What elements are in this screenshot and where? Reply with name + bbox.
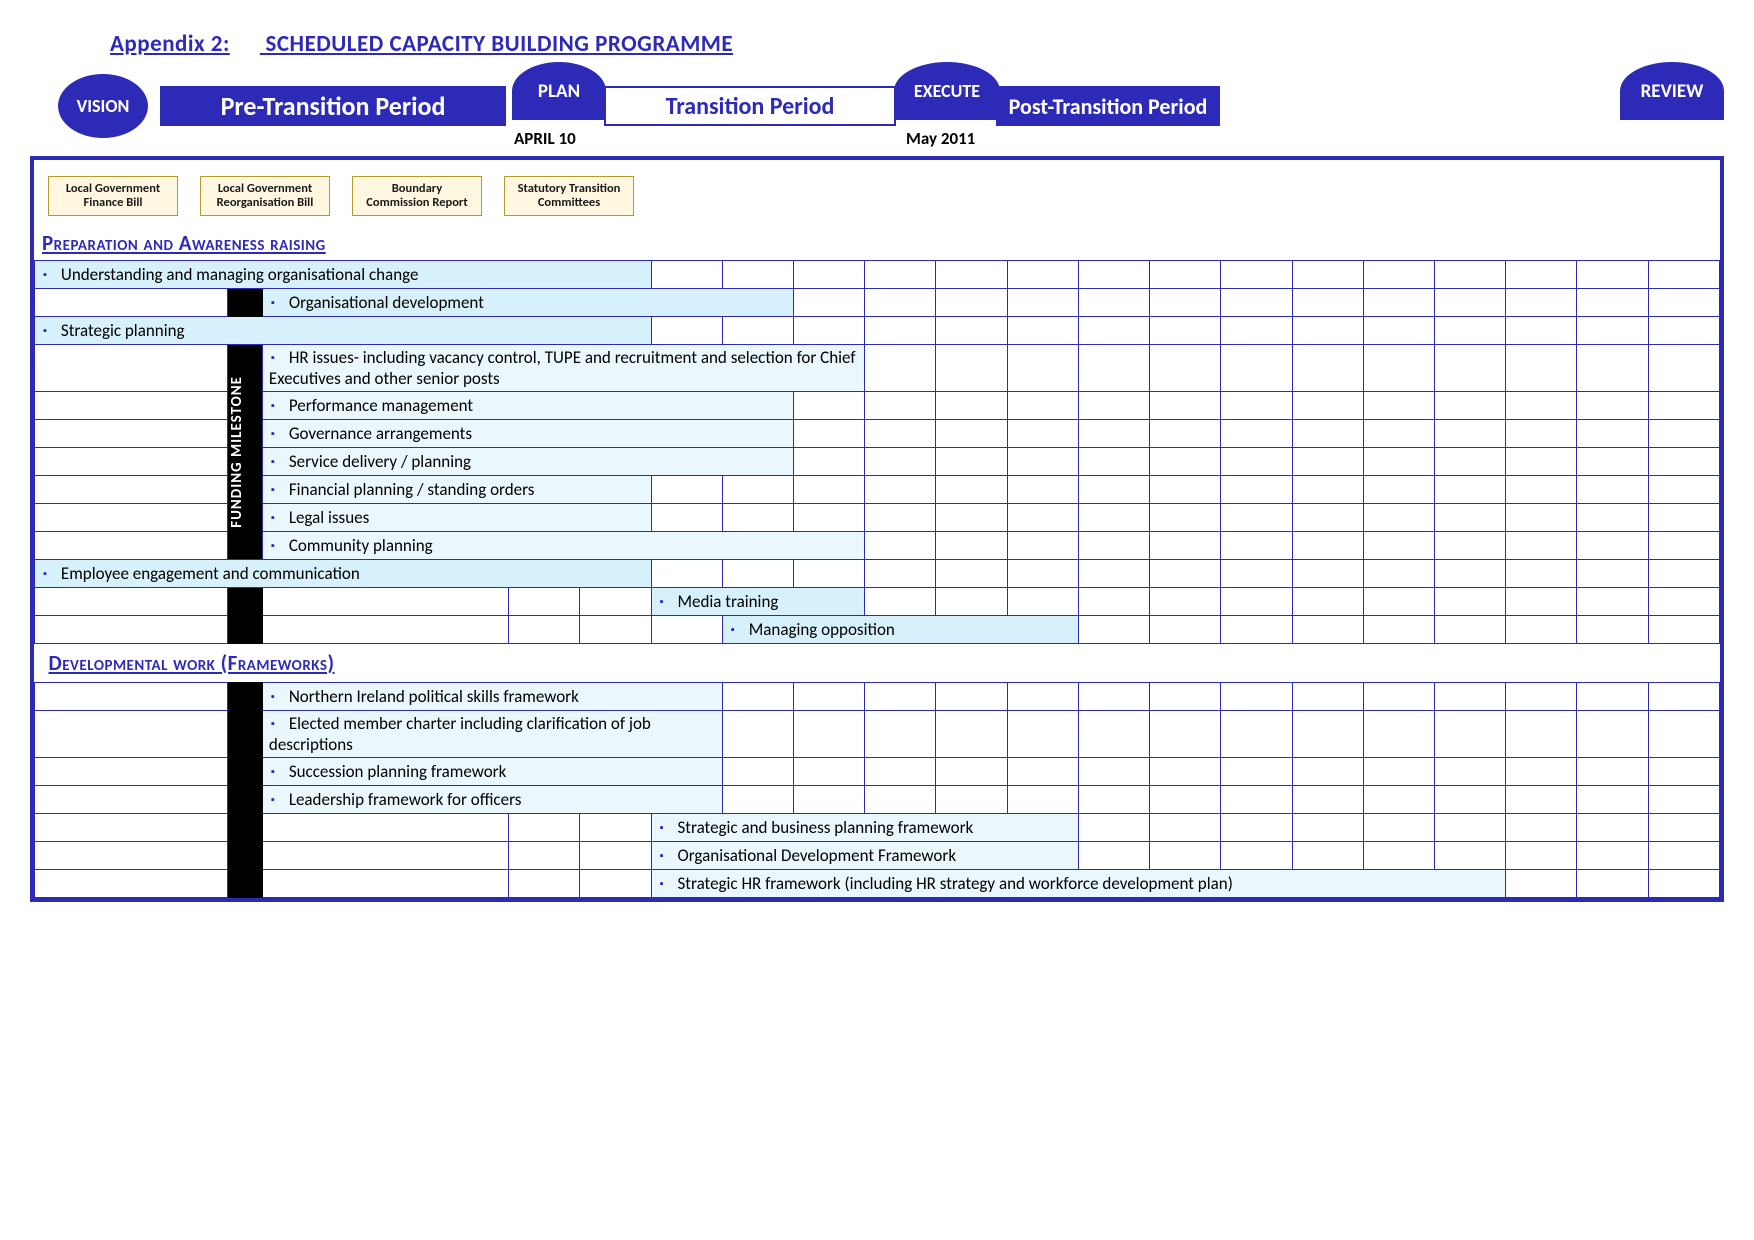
table-row: Organisational development bbox=[35, 289, 1720, 317]
activity-bar: Service delivery / planning bbox=[262, 448, 793, 476]
milestone-marker bbox=[228, 842, 263, 870]
activity-bar: Financial planning / standing orders bbox=[262, 476, 651, 504]
appendix-label: Appendix 2: bbox=[110, 30, 230, 58]
milestone-marker bbox=[228, 758, 263, 786]
table-row: Service delivery / planning bbox=[35, 448, 1720, 476]
table-row: Employee engagement and communication bbox=[35, 560, 1720, 588]
activity-bar: Strategic planning bbox=[35, 317, 652, 345]
milestone-marker bbox=[228, 814, 263, 842]
phase-bubble-execute: EXECUTE bbox=[894, 62, 1000, 120]
table-row: Strategic planning bbox=[35, 317, 1720, 345]
activity-bar: Organisational development bbox=[262, 289, 793, 317]
activity-bar: Elected member charter including clarifi… bbox=[262, 711, 722, 758]
table-row: Elected member charter including clarifi… bbox=[35, 711, 1720, 758]
table-row: Leadership framework for officers bbox=[35, 786, 1720, 814]
table-row: Governance arrangements bbox=[35, 420, 1720, 448]
precursor-box: Local Government Finance Bill bbox=[48, 176, 178, 216]
section-preparation: Preparation and Awareness raising bbox=[34, 226, 1720, 260]
precursor-row: Local Government Finance Bill Local Gove… bbox=[34, 160, 1720, 226]
table-row: Understanding and managing organisationa… bbox=[35, 261, 1720, 289]
milestone-marker bbox=[228, 616, 263, 644]
activity-bar: Performance management bbox=[262, 392, 793, 420]
funding-milestone-strip: FUNDING MILESTONE bbox=[228, 345, 263, 560]
activity-bar: Managing opposition bbox=[722, 616, 1078, 644]
activity-bar: Strategic HR framework (including HR str… bbox=[651, 870, 1506, 898]
table-row: Strategic HR framework (including HR str… bbox=[35, 870, 1720, 898]
activity-bar: Northern Ireland political skills framew… bbox=[262, 683, 722, 711]
activity-bar: Legal issues bbox=[262, 504, 651, 532]
precursor-box: Boundary Commission Report bbox=[352, 176, 482, 216]
milestone-marker bbox=[228, 683, 263, 711]
table-row: Legal issues bbox=[35, 504, 1720, 532]
milestone-marker bbox=[228, 786, 263, 814]
period-pre: Pre-Transition Period bbox=[160, 86, 506, 126]
table-row: Community planning bbox=[35, 532, 1720, 560]
table-row: Managing opposition bbox=[35, 616, 1720, 644]
milestone-marker bbox=[228, 289, 263, 317]
phase-bubble-review: REVIEW bbox=[1620, 62, 1724, 120]
milestone-marker bbox=[228, 711, 263, 758]
programme-panel: Local Government Finance Bill Local Gove… bbox=[30, 156, 1724, 902]
activity-bar: Media training bbox=[651, 588, 865, 616]
activity-bar: Governance arrangements bbox=[262, 420, 793, 448]
table-row: Strategic and business planning framewor… bbox=[35, 814, 1720, 842]
table-row: Performance management bbox=[35, 392, 1720, 420]
title-main: SCHEDULED CAPACITY BUILDING PROGRAMME bbox=[266, 30, 734, 58]
activity-bar: Employee engagement and communication bbox=[35, 560, 652, 588]
precursor-box: Local Government Reorganisation Bill bbox=[200, 176, 330, 216]
phase-bubble-plan: PLAN bbox=[512, 62, 606, 120]
table-row: FUNDING MILESTONE HR issues- including v… bbox=[35, 345, 1720, 392]
activity-bar: Leadership framework for officers bbox=[262, 786, 722, 814]
timeline-header: VISION PLAN EXECUTE REVIEW Pre-Transitio… bbox=[30, 68, 1724, 148]
gantt-grid: Understanding and managing organisationa… bbox=[34, 260, 1720, 898]
precursor-box: Statutory Transition Committees bbox=[504, 176, 634, 216]
period-trans: Transition Period bbox=[604, 86, 896, 126]
activity-bar: Organisational Development Framework bbox=[651, 842, 1078, 870]
table-row: Organisational Development Framework bbox=[35, 842, 1720, 870]
phase-bubble-vision: VISION bbox=[58, 74, 148, 138]
activity-bar: Community planning bbox=[262, 532, 864, 560]
milestone-marker bbox=[228, 870, 263, 898]
date-may: May 2011 bbox=[906, 128, 975, 149]
table-row: Developmental work (Frameworks) bbox=[35, 644, 1720, 683]
table-row: Financial planning / standing orders bbox=[35, 476, 1720, 504]
date-april: APRIL 10 bbox=[514, 128, 576, 149]
milestone-marker bbox=[228, 588, 263, 616]
page-title: Appendix 2: SCHEDULED CAPACITY BUILDING … bbox=[110, 30, 1724, 58]
table-row: Northern Ireland political skills framew… bbox=[35, 683, 1720, 711]
table-row: Media training bbox=[35, 588, 1720, 616]
period-post: Post-Transition Period bbox=[996, 86, 1220, 126]
table-row: Succession planning framework bbox=[35, 758, 1720, 786]
activity-bar: HR issues- including vacancy control, TU… bbox=[262, 345, 864, 392]
section-developmental: Developmental work (Frameworks) bbox=[41, 646, 1716, 680]
activity-bar: Strategic and business planning framewor… bbox=[651, 814, 1078, 842]
activity-bar: Understanding and managing organisationa… bbox=[35, 261, 652, 289]
activity-bar: Succession planning framework bbox=[262, 758, 722, 786]
